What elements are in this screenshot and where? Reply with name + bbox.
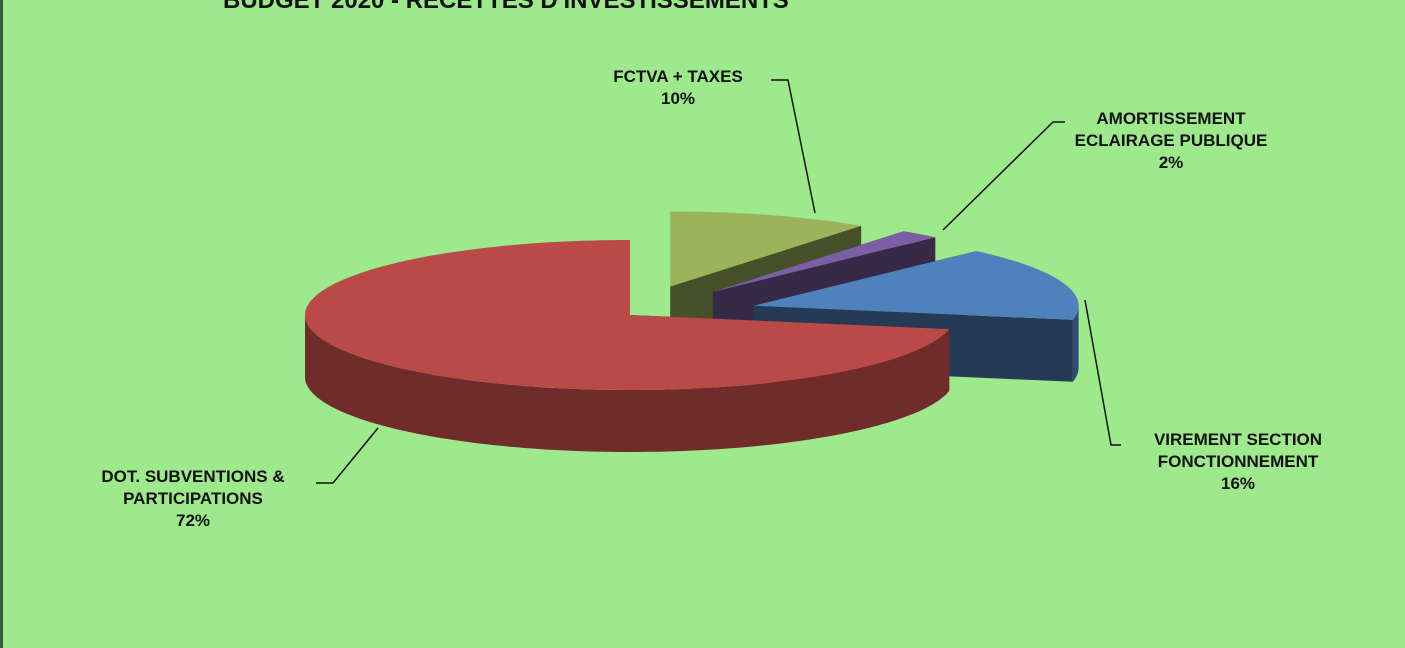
- leader-lines: [316, 79, 1121, 484]
- slice-wall: [305, 315, 950, 452]
- value-label: 16%: [1220, 474, 1256, 493]
- category-label: DOT. SUBVENTIONS & PARTICIPATIONS: [101, 467, 285, 508]
- chart-title: BUDGET 2020 - RECETTES D'INVESTISSEMENTS: [223, 0, 789, 14]
- leader-line: [316, 427, 379, 484]
- leader-line: [771, 79, 816, 214]
- slice-label: DOT. SUBVENTIONS & PARTICIPATIONS 72%: [43, 466, 343, 532]
- value-label: 72%: [175, 511, 211, 530]
- category-label: FCTVA + TAXES: [613, 67, 743, 86]
- slice-wall: [1072, 305, 1079, 382]
- slice-label: VIREMENT SECTION FONCTIONNEMENT 16%: [1113, 429, 1363, 495]
- slices: [305, 211, 1079, 452]
- leader-line: [1084, 299, 1121, 446]
- leader-line: [942, 121, 1065, 231]
- category-label: VIREMENT SECTION FONCTIONNEMENT: [1153, 430, 1323, 471]
- slice-label: FCTVA + TAXES 10%: [563, 66, 793, 110]
- category-label: AMORTISSEMENT ECLAIRAGE PUBLIQUE: [1074, 109, 1268, 150]
- value-label: 2%: [1158, 153, 1184, 172]
- slice-label: AMORTISSEMENT ECLAIRAGE PUBLIQUE 2%: [1061, 108, 1281, 174]
- slice: [753, 251, 1079, 320]
- value-label: 10%: [660, 89, 696, 108]
- slice: [712, 231, 936, 292]
- plot: [305, 79, 1121, 484]
- slice: [670, 211, 862, 287]
- slice: [305, 240, 950, 390]
